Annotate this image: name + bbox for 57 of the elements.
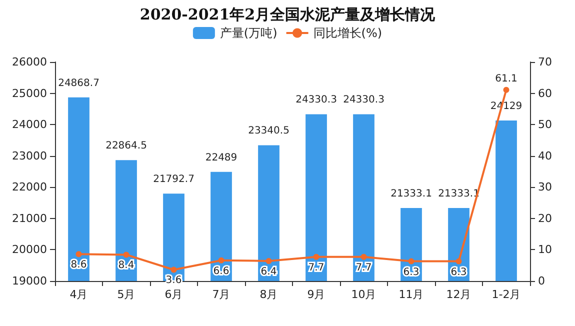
data-label: 8.6 [70,260,87,271]
x-tick-label: 1-2月 [492,288,521,301]
data-label: 22489 [205,152,238,164]
legend-label: 产量(万吨) [220,26,278,40]
data-label: 6.6 [213,266,230,277]
data-label: 21333.1 [390,188,432,200]
data-label: 6.3 [450,266,467,278]
y-tick-label: 19000 [12,274,47,288]
point [313,254,320,260]
point [408,258,414,264]
y2-tick-label: 40 [538,149,552,162]
x-tick-label: 6月 [164,288,183,301]
y2-tick-label: 60 [538,86,552,100]
data-label: 7.7 [356,262,372,274]
y-tick-label: 22000 [12,180,47,194]
data-label: 3.6 [166,275,182,286]
point [170,266,177,273]
point [218,257,224,264]
x-tick-label: 8月 [260,288,278,301]
data-label: 61.1 [495,73,518,84]
y2-tick-label: 10 [538,243,552,256]
x-tick-label: 9月 [307,288,326,301]
y2-tick-label: 0 [538,274,545,288]
y2-tick-label: 30 [538,180,552,194]
point [266,258,272,264]
y-tick-label: 26000 [12,56,47,68]
point [360,254,367,260]
data-label: 21792.7 [153,174,194,186]
x-tick-label: 10月 [351,288,376,301]
x-tick-label: 5月 [117,288,136,301]
x-tick-label: 11月 [398,288,424,301]
y2-tick-label: 20 [538,212,552,225]
point [503,86,510,93]
data-label: 24330.3 [343,94,384,106]
chart-title: 2020-2021年2月全国水泥产量及增长情况 [140,6,436,24]
x-tick-label: 4月 [70,288,88,301]
y2-tick-label: 50 [538,118,552,132]
x-tick-label: 7月 [212,288,230,301]
data-label: 7.7 [308,262,324,274]
data-label: 22864.5 [106,140,147,152]
y-tick-label: 20000 [12,243,47,256]
y2-tick-label: 70 [538,56,552,68]
y-tick-label: 24000 [12,118,47,132]
point [456,258,462,264]
data-label: 8.4 [118,260,134,272]
data-label: 24868.7 [58,78,100,89]
y-tick-label: 21000 [12,212,47,225]
data-label: 6.3 [403,266,420,278]
x-tick-label: 12月 [446,288,472,301]
legend-label: 同比增长(%) [313,26,382,40]
y-tick-label: 23000 [12,149,47,162]
y-tick-label: 25000 [12,86,47,100]
point [76,251,82,258]
data-label: 23340.5 [248,126,290,137]
data-label: 6.4 [260,266,277,278]
data-label: 24330.3 [296,94,337,106]
point [123,252,130,258]
